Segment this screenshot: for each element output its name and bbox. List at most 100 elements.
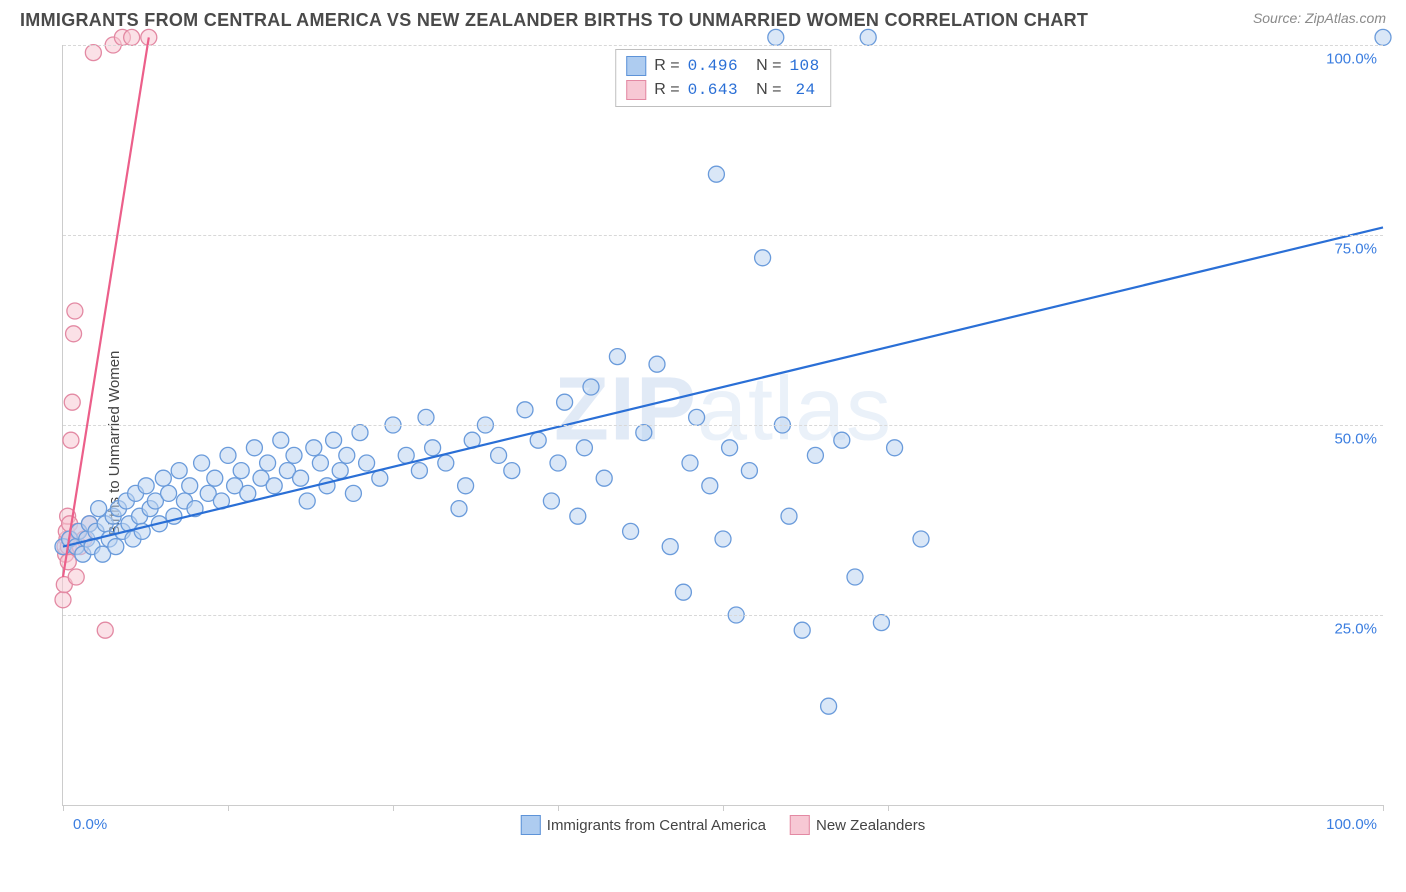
data-point <box>55 592 71 608</box>
data-point <box>821 698 837 714</box>
data-point <box>108 539 124 555</box>
y-tick-label: 25.0% <box>1334 621 1377 638</box>
data-point <box>438 455 454 471</box>
data-point <box>60 554 76 570</box>
data-point <box>411 463 427 479</box>
data-point <box>675 584 691 600</box>
swatch-pink-icon <box>626 80 646 100</box>
data-point <box>68 569 84 585</box>
data-point <box>63 432 79 448</box>
data-point <box>504 463 520 479</box>
data-point <box>64 394 80 410</box>
data-point <box>649 356 665 372</box>
data-point <box>233 463 249 479</box>
legend-item-pink: New Zealanders <box>790 815 925 835</box>
x-tick-mark <box>228 805 229 811</box>
data-point <box>623 523 639 539</box>
legend-stats-row-pink: R = 0.643 N = 24 <box>626 78 820 102</box>
data-point <box>155 470 171 486</box>
legend-stats-row-blue: R = 0.496 N = 108 <box>626 54 820 78</box>
x-axis-max-label: 100.0% <box>1326 816 1377 833</box>
data-point <box>273 432 289 448</box>
data-point <box>138 478 154 494</box>
y-tick-label: 100.0% <box>1326 51 1377 68</box>
data-point <box>220 447 236 463</box>
data-point <box>66 326 82 342</box>
data-point <box>372 470 388 486</box>
data-point <box>887 440 903 456</box>
swatch-pink-icon <box>790 815 810 835</box>
data-point <box>755 250 771 266</box>
data-point <box>124 29 140 45</box>
data-point <box>491 447 507 463</box>
data-point <box>85 45 101 61</box>
data-point <box>91 501 107 517</box>
data-point <box>847 569 863 585</box>
data-point <box>715 531 731 547</box>
y-tick-label: 50.0% <box>1334 431 1377 448</box>
data-point <box>319 478 335 494</box>
data-point <box>662 539 678 555</box>
gridline <box>63 45 1383 46</box>
x-tick-mark <box>888 805 889 811</box>
x-tick-mark <box>63 805 64 811</box>
data-point <box>182 478 198 494</box>
data-point <box>260 455 276 471</box>
data-point <box>306 440 322 456</box>
gridline <box>63 235 1383 236</box>
x-tick-mark <box>723 805 724 811</box>
data-point <box>807 447 823 463</box>
data-point <box>794 622 810 638</box>
data-point <box>246 440 262 456</box>
x-tick-mark <box>558 805 559 811</box>
data-point <box>517 402 533 418</box>
data-point <box>913 531 929 547</box>
legend-series: Immigrants from Central America New Zeal… <box>521 815 925 835</box>
data-point <box>299 493 315 509</box>
source-label: Source: ZipAtlas.com <box>1253 10 1386 26</box>
data-point <box>576 440 592 456</box>
data-point <box>293 470 309 486</box>
data-point <box>781 508 797 524</box>
plot-area: ZIPatlas R = 0.496 N = 108 R = 0.643 N =… <box>62 45 1383 806</box>
data-point <box>636 425 652 441</box>
data-point <box>97 622 113 638</box>
data-point <box>768 29 784 45</box>
data-point <box>425 440 441 456</box>
data-point <box>741 463 757 479</box>
data-point <box>345 485 361 501</box>
data-point <box>1375 29 1391 45</box>
data-point <box>266 478 282 494</box>
swatch-blue-icon <box>626 56 646 76</box>
data-point <box>557 394 573 410</box>
data-point <box>722 440 738 456</box>
chart-title: IMMIGRANTS FROM CENTRAL AMERICA VS NEW Z… <box>20 10 1088 31</box>
data-point <box>194 455 210 471</box>
data-point <box>286 447 302 463</box>
data-point <box>359 455 375 471</box>
data-point <box>530 432 546 448</box>
data-point <box>67 303 83 319</box>
data-point <box>398 447 414 463</box>
data-point <box>326 432 342 448</box>
swatch-blue-icon <box>521 815 541 835</box>
chart-container: Births to Unmarried Women ZIPatlas R = 0… <box>50 45 1390 840</box>
x-tick-mark <box>1383 805 1384 811</box>
data-point <box>609 349 625 365</box>
data-point <box>451 501 467 517</box>
data-point <box>418 409 434 425</box>
data-point <box>161 485 177 501</box>
x-axis-min-label: 0.0% <box>73 816 107 833</box>
data-point <box>339 447 355 463</box>
trend-line <box>63 227 1383 546</box>
data-point <box>207 470 223 486</box>
data-point <box>171 463 187 479</box>
data-point <box>240 485 256 501</box>
data-point <box>352 425 368 441</box>
y-tick-label: 75.0% <box>1334 241 1377 258</box>
data-point <box>708 166 724 182</box>
data-point <box>702 478 718 494</box>
gridline <box>63 615 1383 616</box>
data-point <box>873 615 889 631</box>
data-point <box>543 493 559 509</box>
